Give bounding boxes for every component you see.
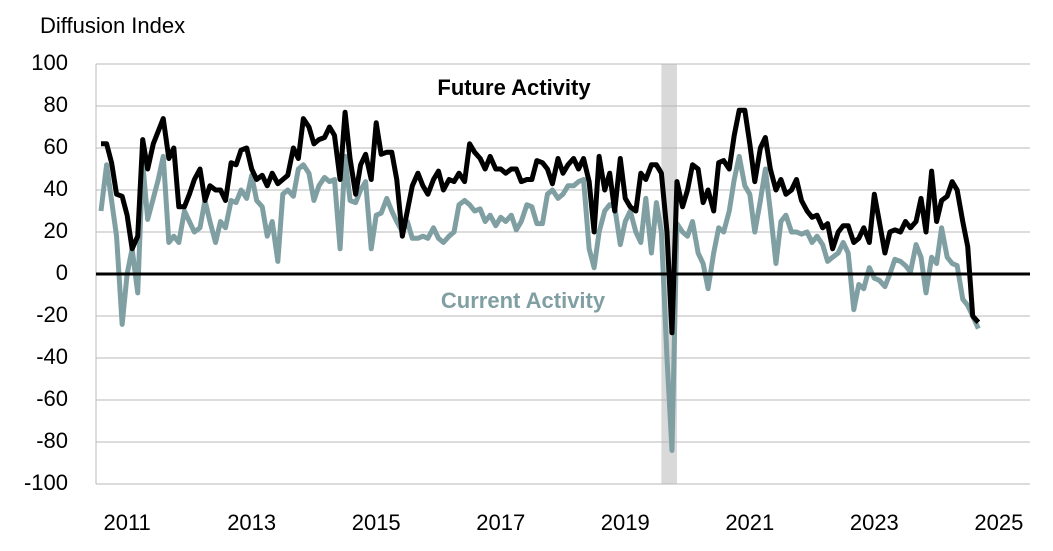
y-tick-label: -100 [24,470,68,495]
y-tick-label: -20 [36,302,68,327]
y-tick-label: 80 [44,92,68,117]
series-line [98,153,981,453]
y-tick-label: 20 [44,218,68,243]
x-tick-label: 2019 [601,510,650,535]
y-tick-label: -60 [36,386,68,411]
y-tick-label: -40 [36,344,68,369]
y-tick-label: 0 [56,260,68,285]
x-tick-label: 2017 [476,510,525,535]
x-tick-label: 2011 [103,510,150,535]
y-tick-label: 40 [44,176,68,201]
y-tick-label: 100 [31,50,68,75]
x-tick-label: 2023 [850,510,899,535]
y-tick-label: 60 [44,134,68,159]
series-label: Future Activity [437,75,591,100]
x-tick-label: 2021 [725,510,774,535]
x-tick-label: 2013 [227,510,276,535]
y-axis-label: Diffusion Index [40,13,185,38]
x-tick-label: 2015 [352,510,401,535]
x-tick-label: 2025 [974,510,1023,535]
series-line [100,107,981,336]
y-tick-label: -80 [36,428,68,453]
series-label: Current Activity [441,288,606,313]
